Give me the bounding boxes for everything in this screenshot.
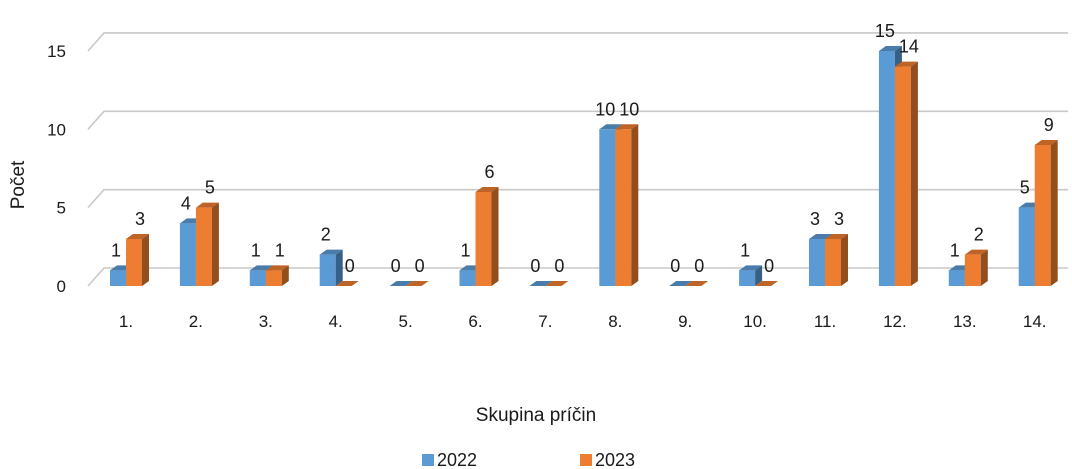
bar-2022-4 bbox=[319, 249, 343, 286]
data-label-2023-8: 10 bbox=[619, 99, 639, 119]
y-axis-ticks: 0 5 10 15 bbox=[47, 42, 66, 296]
bar-2023-6 bbox=[475, 186, 499, 286]
bar-2022-5 bbox=[389, 281, 413, 286]
data-label-2023-3: 1 bbox=[275, 240, 285, 260]
data-label-2022-3: 1 bbox=[251, 240, 261, 260]
data-label-2023-1: 3 bbox=[135, 209, 145, 229]
x-tick-label: 13. bbox=[953, 312, 977, 331]
data-label-2022-7: 0 bbox=[530, 256, 540, 276]
data-label-2023-6: 6 bbox=[484, 162, 494, 182]
x-tick-label: 4. bbox=[329, 312, 343, 331]
bars bbox=[110, 45, 1058, 287]
x-tick-label: 11. bbox=[814, 312, 836, 331]
data-label-2022-13: 1 bbox=[950, 240, 960, 260]
data-label-2023-4: 0 bbox=[345, 256, 355, 276]
x-tick-label: 10. bbox=[743, 312, 767, 331]
bar-2023-4 bbox=[335, 281, 359, 286]
data-label-2022-11: 3 bbox=[810, 209, 820, 229]
bar-2023-1 bbox=[126, 233, 149, 286]
bar-2023-2 bbox=[195, 202, 219, 286]
data-label-2023-2: 5 bbox=[205, 178, 215, 198]
data-label-2022-12: 15 bbox=[875, 21, 895, 41]
x-tick-label: 1. bbox=[119, 312, 133, 331]
x-tick-label: 9. bbox=[678, 312, 692, 331]
x-tick-label: 2. bbox=[189, 312, 203, 331]
x-tick-label: 7. bbox=[538, 312, 552, 331]
bar-2022-10 bbox=[739, 265, 763, 286]
gridline bbox=[87, 110, 1068, 130]
data-label-2023-12: 14 bbox=[899, 37, 919, 57]
x-axis-title: Skupina príčin bbox=[476, 405, 596, 426]
gridline bbox=[87, 32, 1068, 52]
data-label-2023-13: 2 bbox=[974, 225, 984, 245]
bar-2023-12 bbox=[894, 61, 918, 287]
bar-2023-10 bbox=[755, 281, 779, 286]
data-label-2023-5: 0 bbox=[415, 256, 425, 276]
y-tick-label: 15 bbox=[47, 42, 66, 61]
legend-swatch-2023 bbox=[580, 454, 592, 466]
data-label-2022-6: 1 bbox=[460, 240, 470, 260]
bar-2023-3 bbox=[265, 265, 289, 286]
bar-2022-9 bbox=[669, 281, 693, 286]
data-label-2023-9: 0 bbox=[694, 256, 704, 276]
bar-2022-7 bbox=[529, 281, 553, 286]
data-label-2022-2: 4 bbox=[181, 193, 191, 213]
bar-2023-13 bbox=[964, 249, 988, 286]
data-label-2022-5: 0 bbox=[391, 256, 401, 276]
legend-label-2022: 2022 bbox=[437, 450, 477, 469]
x-axis-ticks: 1. 2. 3. 4. 5. 6. 7. 8. 9. 10. 11. 12. 13. 14. bbox=[119, 312, 1047, 331]
legend-swatch-2022 bbox=[422, 454, 434, 466]
data-label-2022-14: 5 bbox=[1020, 178, 1030, 198]
gridline bbox=[87, 267, 1068, 287]
x-tick-label: 3. bbox=[259, 312, 273, 331]
data-label-2022-4: 2 bbox=[321, 225, 331, 245]
data-label-2023-7: 0 bbox=[554, 256, 564, 276]
x-tick-label: 8. bbox=[608, 312, 622, 331]
data-label-2022-1: 1 bbox=[111, 240, 121, 260]
y-tick-label: 10 bbox=[47, 120, 66, 139]
data-label-2023-11: 3 bbox=[834, 209, 844, 229]
x-tick-label: 5. bbox=[399, 312, 413, 331]
gridline bbox=[87, 188, 1068, 209]
x-tick-label: 12. bbox=[883, 312, 907, 331]
bar-2023-14 bbox=[1034, 139, 1058, 286]
y-axis-title: Počet bbox=[8, 160, 29, 209]
data-label-2023-14: 9 bbox=[1044, 115, 1054, 135]
data-label-2022-10: 1 bbox=[740, 240, 750, 260]
bar-2023-5 bbox=[405, 281, 429, 286]
bar-2023-8 bbox=[615, 124, 639, 286]
data-label-2022-8: 10 bbox=[595, 99, 615, 119]
gridlines bbox=[87, 32, 1068, 287]
data-label-2023-10: 0 bbox=[764, 256, 774, 276]
x-tick-label: 14. bbox=[1023, 312, 1047, 331]
bar-2023-9 bbox=[685, 281, 709, 286]
x-tick-label: 6. bbox=[468, 312, 482, 331]
data-label-2022-9: 0 bbox=[670, 256, 680, 276]
legend: 2022 2023 bbox=[422, 450, 635, 469]
legend-label-2023: 2023 bbox=[595, 450, 635, 469]
y-tick-label: 0 bbox=[57, 277, 66, 296]
bar-2023-7 bbox=[545, 281, 569, 286]
y-tick-label: 5 bbox=[57, 199, 66, 218]
bar-2023-11 bbox=[825, 233, 848, 286]
